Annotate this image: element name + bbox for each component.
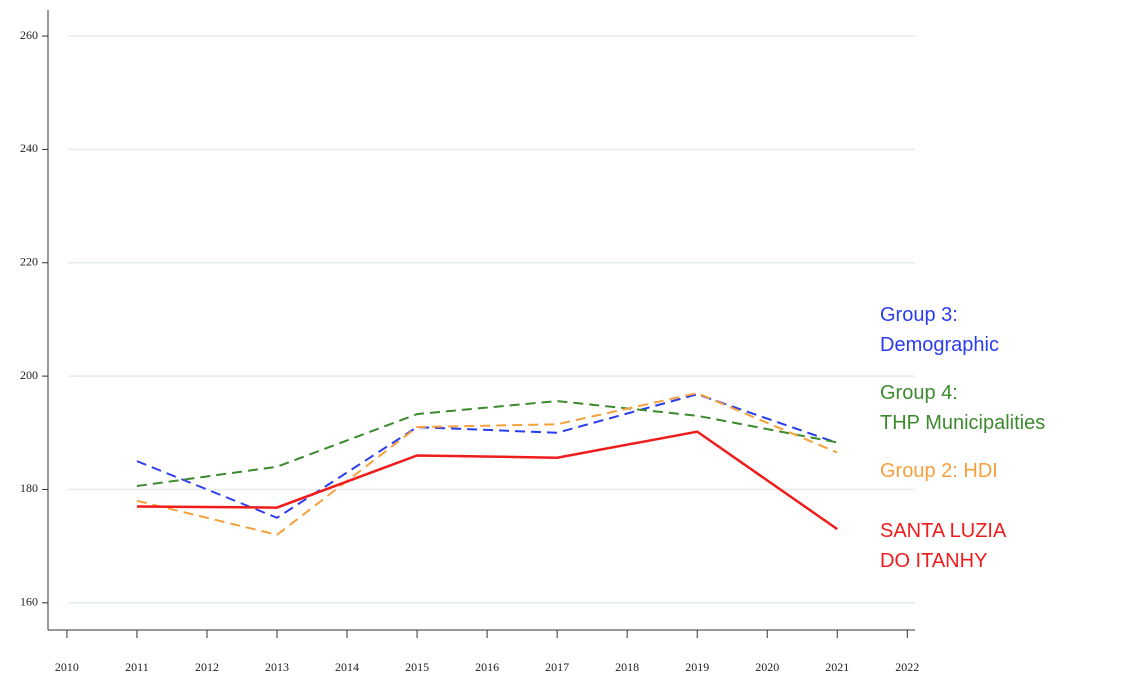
x-tick-label: 2015 xyxy=(405,660,429,674)
x-tick-label: 2018 xyxy=(615,660,639,674)
legend-entry: Group 2: HDI xyxy=(880,460,998,482)
legend: Group 3: Demographic Group 4: THP Municip… xyxy=(880,300,1046,594)
y-tick-label: 240 xyxy=(20,141,38,155)
y-tick-label: 260 xyxy=(20,28,38,42)
x-tick-label: 2016 xyxy=(475,660,499,674)
x-tick-label: 2021 xyxy=(825,660,849,674)
y-tick-label: 180 xyxy=(20,481,38,495)
y-tick-label: 200 xyxy=(20,368,38,382)
series-line xyxy=(136,392,838,536)
series-line xyxy=(136,400,838,488)
y-tick-label: 160 xyxy=(20,595,38,609)
legend-entry: SANTA LUZIA DO ITANHY xyxy=(880,520,1006,572)
legend-entry: Group 3: Demographic xyxy=(880,304,999,356)
x-tick-label: 2011 xyxy=(125,660,149,674)
x-tick-label: 2019 xyxy=(685,660,709,674)
series-line xyxy=(136,430,838,531)
x-tick-label: 2014 xyxy=(335,660,359,674)
x-tick-label: 2010 xyxy=(55,660,79,674)
y-tick-label: 220 xyxy=(20,255,38,269)
legend-entry: Group 4: THP Municipalities xyxy=(880,382,1046,434)
x-tick-label: 2013 xyxy=(265,660,289,674)
x-tick-label: 2017 xyxy=(545,660,569,674)
x-tick-label: 2020 xyxy=(755,660,779,674)
x-tick-label: 2012 xyxy=(195,660,219,674)
x-tick-label: 2022 xyxy=(895,660,919,674)
